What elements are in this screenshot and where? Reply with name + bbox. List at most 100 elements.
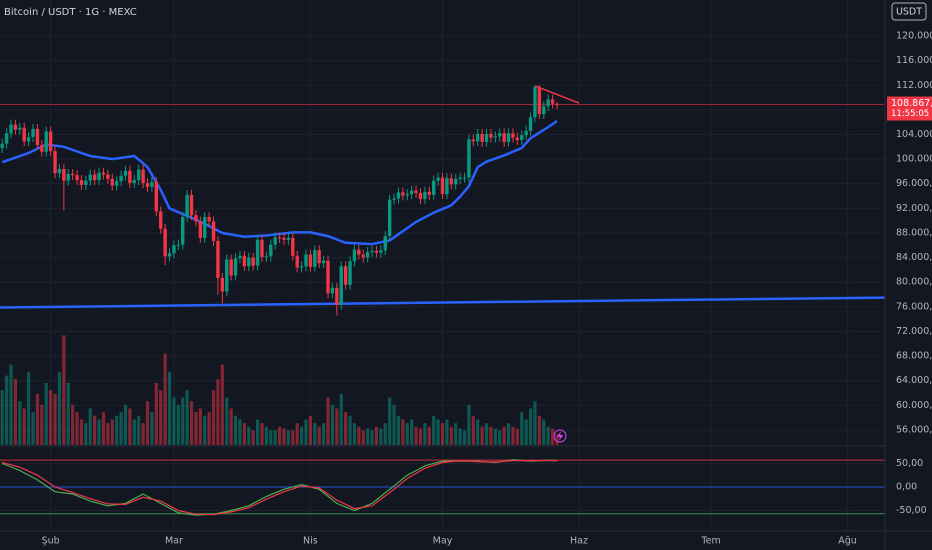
volume-bar — [18, 401, 22, 445]
candle-body — [9, 124, 13, 134]
candle-body — [22, 127, 26, 142]
volume-bar — [300, 426, 304, 445]
candle-body — [18, 127, 22, 130]
volume-bar — [405, 423, 409, 445]
y-tick-label: 80.000,00 — [896, 277, 932, 288]
volume-bar — [247, 426, 251, 445]
candle-body — [141, 169, 145, 184]
candle-body — [35, 128, 40, 145]
candle-body — [92, 174, 97, 181]
candle-body — [489, 133, 493, 138]
candle-body — [511, 133, 515, 138]
moving-average — [1, 119, 558, 246]
volume-bar — [123, 404, 128, 445]
volume-bar — [467, 404, 471, 445]
oscillator-line — [2, 459, 557, 516]
y-tick-label: 96.000,00 — [896, 178, 932, 189]
volume-bar — [132, 419, 136, 445]
candle-body — [119, 175, 123, 182]
candle-body — [524, 130, 528, 136]
volume-bar — [418, 428, 423, 445]
volume-bar — [489, 426, 493, 445]
alert-icon[interactable] — [553, 429, 567, 443]
candle-body — [515, 137, 520, 141]
y-tick-label: 64.000,00 — [896, 375, 932, 386]
candle-body — [154, 181, 159, 212]
trendline — [0, 296, 886, 309]
candle-body — [467, 139, 471, 178]
candle-body — [31, 128, 35, 137]
candle-body — [84, 180, 88, 185]
candle-body — [57, 168, 62, 174]
candle-body — [454, 178, 458, 185]
candle-body — [458, 177, 462, 179]
candle-body — [132, 180, 136, 184]
candle-body — [238, 255, 242, 259]
candle-body — [546, 99, 550, 107]
volume-bar — [326, 397, 330, 445]
candle-body — [304, 254, 308, 267]
volume-bar — [462, 430, 467, 445]
candle-body — [44, 131, 48, 152]
volume-bar — [524, 419, 528, 445]
candle-body — [4, 133, 9, 144]
y-tick-label: 84.000,00 — [896, 252, 932, 263]
currency-box[interactable] — [891, 2, 927, 21]
volume-bar — [238, 419, 242, 445]
volume-bar — [207, 412, 211, 445]
candle-body — [291, 237, 295, 256]
volume-bar — [273, 430, 277, 445]
volume-bar — [361, 430, 365, 445]
volume-bar — [449, 426, 453, 445]
candle-body — [277, 237, 282, 239]
volume-bar — [203, 415, 207, 445]
y-tick-label: 50,00 — [896, 458, 923, 469]
volume-bar — [31, 412, 35, 445]
candle-body — [555, 103, 559, 105]
candle-body — [299, 266, 304, 268]
x-tick-label: Nis — [303, 536, 318, 547]
volume-bar — [88, 408, 92, 445]
volume-bar — [528, 408, 533, 445]
candle-body — [181, 216, 185, 245]
candle-body — [445, 178, 449, 195]
candle-body — [427, 191, 431, 195]
candle-body — [247, 257, 251, 267]
candle-body — [233, 258, 238, 276]
y-tick-label: 112.000,00 — [896, 80, 932, 91]
y-tick-label: 68.000,00 — [896, 351, 932, 362]
candle-body — [348, 261, 352, 285]
candle-body — [476, 133, 480, 142]
candle-body — [106, 174, 110, 179]
candle-body — [321, 260, 326, 264]
volume-bar — [476, 419, 480, 445]
volume-bar — [172, 397, 176, 445]
volume-bar — [84, 423, 88, 445]
volume-bar — [414, 426, 418, 445]
volume-bar — [313, 423, 317, 445]
volume-bar — [79, 419, 84, 445]
x-tick-label: May — [433, 536, 453, 547]
volume-bar — [317, 426, 321, 445]
volume-bar — [53, 393, 57, 445]
volume-bar — [286, 430, 290, 445]
volume-bar — [75, 412, 79, 445]
candle-body — [339, 266, 343, 306]
volume-bar — [396, 415, 401, 445]
candle-body — [159, 211, 163, 229]
candle-body — [194, 215, 198, 222]
volume-bar — [537, 415, 541, 445]
candle-body — [211, 221, 216, 241]
candle-body — [462, 177, 467, 179]
candle-body — [123, 170, 128, 176]
candle-body — [207, 216, 211, 222]
candle-body — [295, 255, 299, 268]
candle-body — [0, 143, 4, 149]
volume-bar — [251, 430, 255, 445]
volume-bar — [515, 428, 519, 445]
volume-bar — [185, 390, 189, 445]
currency[interactable]: USDT — [896, 7, 922, 18]
volume-bar — [9, 364, 13, 445]
candle-body — [40, 144, 44, 152]
candle-body — [114, 181, 119, 186]
